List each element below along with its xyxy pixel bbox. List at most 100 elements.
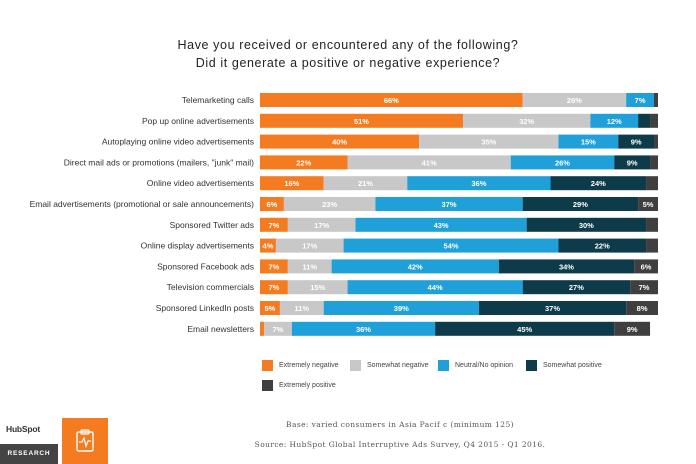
legend-item-somewhat-positive: Somewhat positive: [526, 360, 602, 371]
data-label: 16%: [284, 179, 299, 188]
bar-segment: [375, 197, 523, 211]
data-label: 66%: [384, 96, 399, 105]
data-label: 17%: [302, 242, 317, 251]
category-label: Television commercials: [167, 282, 254, 292]
bar-segment: [498, 259, 635, 274]
category-label: Telemarketing calls: [182, 95, 254, 105]
data-label: 35%: [481, 138, 496, 147]
bar-segment: [634, 259, 658, 274]
bar-segment: [646, 176, 658, 191]
bar-segment: [650, 113, 658, 128]
bar-segment: [287, 217, 356, 232]
data-label: 29%: [573, 200, 588, 209]
legend-label: Extremely positive: [279, 382, 336, 389]
legend-label: Neutral/No opinion: [455, 362, 513, 369]
data-label: 17%: [314, 221, 329, 230]
data-label: 9%: [627, 325, 638, 334]
bar-segment: [260, 280, 288, 295]
category-label: Autoplaying online video advertisements: [102, 137, 254, 147]
data-label: 26%: [555, 158, 570, 167]
data-label: 8%: [637, 304, 648, 313]
data-label: 5%: [265, 304, 276, 313]
bar-segment: [260, 259, 288, 274]
bar-segment: [287, 259, 332, 274]
data-label: 7%: [639, 283, 650, 292]
bar-segment: [260, 176, 324, 191]
bar-segment: [646, 238, 658, 253]
legend-item-somewhat-negative: Somewhat negative: [350, 360, 428, 371]
bar-segment: [331, 259, 499, 274]
data-label: 27%: [569, 283, 584, 292]
data-label: 37%: [545, 304, 560, 313]
bar-segment: [260, 134, 420, 149]
data-label: 51%: [354, 117, 369, 126]
data-label: 36%: [471, 179, 486, 188]
bar-segment: [522, 280, 631, 295]
bar-segment: [614, 155, 651, 170]
bar-segment: [654, 134, 658, 149]
brand-subtitle: RESEARCH: [0, 444, 58, 464]
bar-segment: [323, 176, 408, 191]
legend-swatch: [350, 360, 361, 371]
legend-label: Somewhat negative: [367, 362, 429, 369]
data-label: 43%: [434, 221, 449, 230]
legend-item-neutral: Neutral/No opinion: [438, 360, 513, 371]
legend-item-extremely-positive: Extremely positive: [262, 380, 336, 391]
bar-segment: [260, 155, 348, 170]
bar-segment: [407, 176, 551, 191]
data-label: 42%: [408, 262, 423, 271]
data-label: 54%: [444, 242, 459, 251]
bar-segment: [263, 321, 292, 336]
bar-segment: [478, 301, 627, 315]
bar-segment: [630, 280, 658, 295]
bar-segment: [260, 321, 264, 336]
legend-swatch: [262, 380, 273, 391]
data-label: 22%: [296, 158, 311, 167]
bar-segment: [646, 217, 658, 232]
legend-swatch: [438, 360, 449, 371]
category-label: Direct mail ads or promotions (mailers, …: [64, 157, 254, 167]
bar-segment: [638, 197, 658, 211]
data-label: 44%: [428, 283, 443, 292]
clipboard-pulse-icon: [62, 418, 108, 464]
bar-segment: [260, 197, 284, 211]
category-label: Sponsored Twitter ads: [170, 220, 254, 230]
data-label: 32%: [519, 117, 534, 126]
data-label: 21%: [358, 179, 373, 188]
data-label: 40%: [332, 138, 347, 147]
category-label: Sponsored LinkedIn posts: [156, 303, 254, 313]
bar-segment: [435, 321, 615, 336]
bar-segment: [260, 113, 463, 128]
bar-segment: [283, 197, 376, 211]
data-label: 9%: [627, 158, 638, 167]
bar-segment: [355, 217, 527, 232]
category-label: Online display advertisements: [141, 241, 254, 251]
bar-segment: [614, 321, 651, 336]
stacked-bar-chart: Telemarketing calls 66% 26% 7% Pop up online…: [30, 93, 658, 336]
bar-segment: [654, 93, 658, 107]
data-label: 45%: [517, 325, 532, 334]
data-label: 22%: [595, 242, 610, 251]
bar-segment: [522, 93, 627, 107]
brand-logo-text: HubSpot: [6, 424, 41, 434]
data-label: 5%: [643, 200, 654, 209]
bar-segment: [522, 197, 639, 211]
data-label: 37%: [442, 200, 457, 209]
chart-title-line1: Have you received or encountered any of …: [177, 38, 519, 52]
data-label: 23%: [322, 200, 337, 209]
data-label: 34%: [559, 262, 574, 271]
bar-segment: [650, 155, 658, 170]
bar-segment: [510, 155, 615, 170]
data-label: 7%: [269, 283, 280, 292]
bar-segment: [626, 301, 658, 315]
base-note: Base: varied consumers in Asia Pacif c (…: [286, 420, 514, 429]
bar-segment: [343, 238, 559, 253]
bar-segment: [462, 113, 591, 128]
data-label: 15%: [310, 283, 325, 292]
data-label: 6%: [267, 200, 278, 209]
data-label: 7%: [269, 221, 280, 230]
data-label: 39%: [394, 304, 409, 313]
category-label: Email advertisements (promotional or sal…: [30, 199, 255, 209]
bar-segment: [260, 238, 276, 253]
data-label: 11%: [302, 262, 317, 271]
